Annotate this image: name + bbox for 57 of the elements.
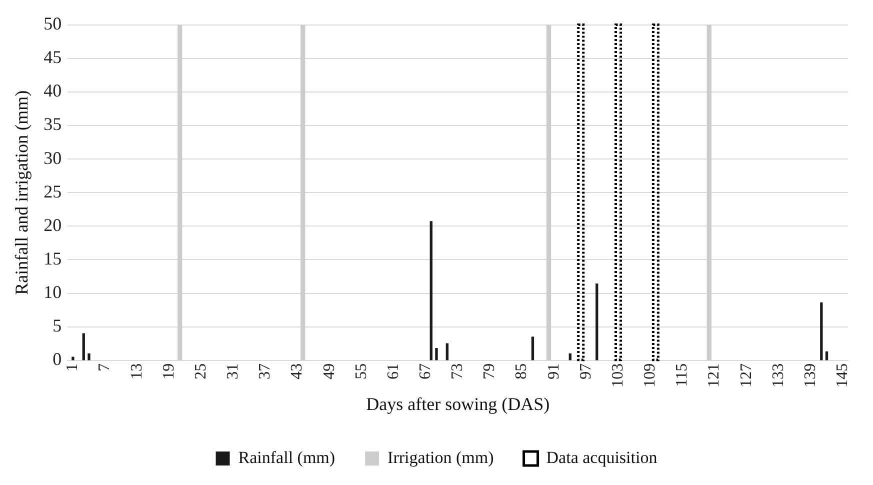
y-tick-label: 5 xyxy=(52,316,62,336)
x-tick-label: 49 xyxy=(320,363,338,380)
bar xyxy=(577,24,585,362)
bar xyxy=(706,24,712,360)
x-tick-label: 37 xyxy=(256,363,274,380)
y-tick-label: 25 xyxy=(44,181,62,202)
bar xyxy=(435,348,438,360)
y-tick-label: 10 xyxy=(44,282,62,302)
x-tick-label: 85 xyxy=(513,363,530,380)
bar xyxy=(614,24,622,362)
x-tick-label: 139 xyxy=(802,363,819,388)
x-tick-label: 25 xyxy=(192,363,210,380)
x-tick-label: 79 xyxy=(481,363,498,380)
bar xyxy=(82,333,85,360)
x-axis-title: Days after sowing (DAS) xyxy=(366,394,550,414)
bar xyxy=(72,356,74,360)
y-tick-label: 30 xyxy=(44,148,62,168)
x-tick-label: 109 xyxy=(642,363,659,388)
x-tick-label: 43 xyxy=(288,363,306,380)
x-tick-label: 121 xyxy=(706,363,723,388)
y-tick-label: 0 xyxy=(52,349,62,370)
x-tick-label: 73 xyxy=(449,363,466,380)
bar xyxy=(300,24,306,360)
x-tick-label: 1 xyxy=(64,363,82,372)
bar xyxy=(446,343,449,360)
legend-label: Rainfall (mm) xyxy=(238,448,336,467)
x-tick-label: 115 xyxy=(674,363,691,387)
bar xyxy=(546,24,552,360)
y-tick-label: 35 xyxy=(44,114,62,134)
x-tick-label: 145 xyxy=(834,363,852,388)
x-tick-label: 97 xyxy=(577,363,594,380)
x-tick-label: 13 xyxy=(128,363,146,380)
y-tick-label: 50 xyxy=(44,14,62,34)
x-tick-label: 91 xyxy=(545,363,562,380)
x-tick-label: 61 xyxy=(384,363,402,380)
x-tick-label: 55 xyxy=(352,363,370,380)
y-tick-label: 20 xyxy=(44,214,62,235)
x-tick-label: 19 xyxy=(160,363,178,380)
y-tick-label: 40 xyxy=(44,80,62,101)
x-tick-label: 103 xyxy=(609,363,626,388)
y-tick-label: 45 xyxy=(44,47,62,68)
bar xyxy=(178,24,182,360)
x-tick-label: 127 xyxy=(738,363,755,388)
bar xyxy=(531,336,534,360)
x-tick-label: 7 xyxy=(96,363,114,372)
y-axis-title: Rainfall and irrigation (mm) xyxy=(12,90,32,295)
bar xyxy=(820,302,823,360)
y-tick-label: 15 xyxy=(44,248,62,268)
bar xyxy=(430,221,432,360)
bar xyxy=(596,284,598,360)
bar xyxy=(652,24,660,362)
bar xyxy=(88,353,90,360)
legend-label: Data acquisition xyxy=(546,448,658,467)
x-tick-label: 31 xyxy=(224,363,242,380)
x-tick-label: 133 xyxy=(770,363,787,388)
x-tick-label: 67 xyxy=(417,363,434,380)
legend-label: Irrigation (mm) xyxy=(388,448,494,467)
